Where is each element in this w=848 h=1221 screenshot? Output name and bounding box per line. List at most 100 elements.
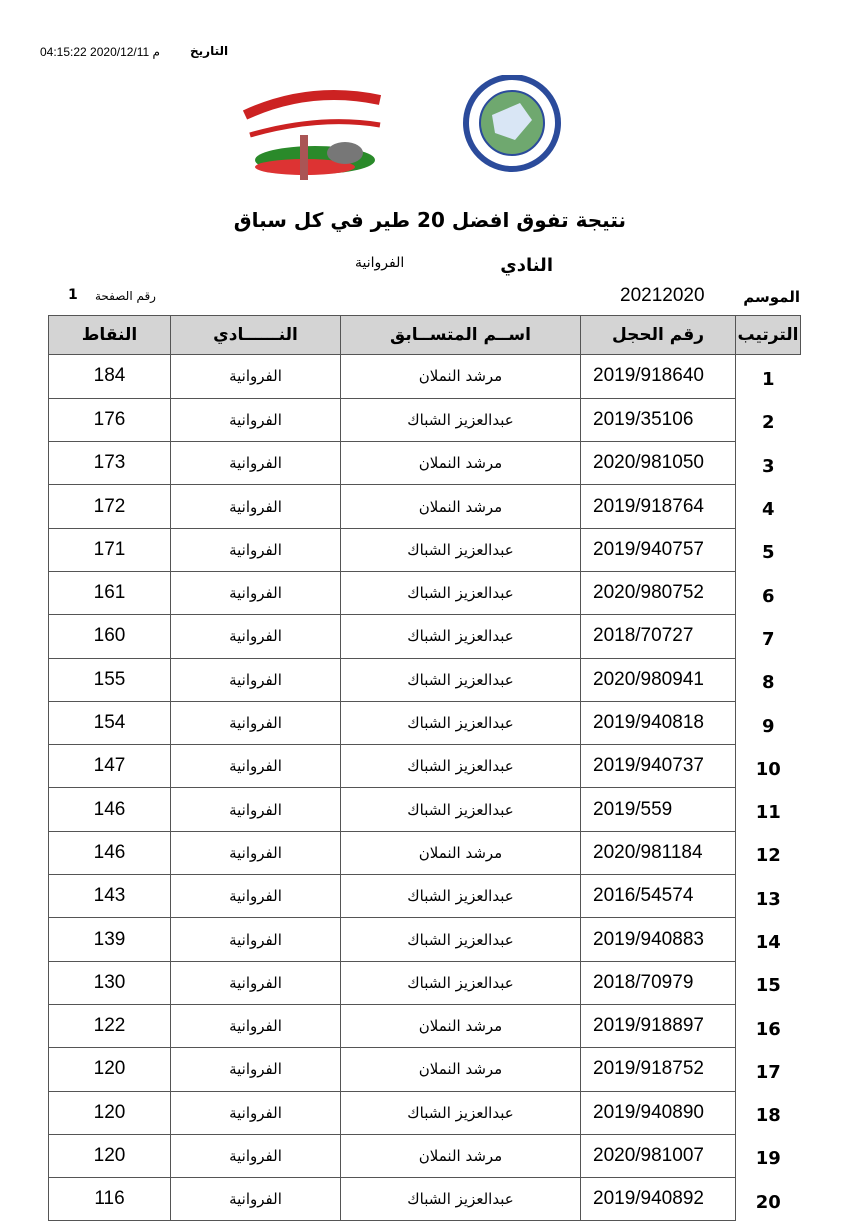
table-row: 18 2019/940890 عبدالعزيز الشباك الفروانية 12… <box>48 1090 801 1135</box>
club: الفروانية <box>170 787 341 832</box>
club: الفروانية <box>170 874 341 919</box>
club-logo <box>242 90 382 180</box>
club: الفروانية <box>170 354 341 399</box>
club-value: الفروانية <box>355 255 405 271</box>
table-row: 4 2019/918764 مرشد النملان الفروانية 172 <box>48 484 801 529</box>
date-label: التاريخ <box>190 44 229 58</box>
column-header: اســم المتســابق <box>340 315 581 355</box>
ring-number: 2019/940818 <box>580 700 736 746</box>
club: الفروانية <box>170 1090 341 1135</box>
competitor: عبدالعزيز الشباك <box>340 787 581 832</box>
header-row: الترتيب رقم الحجل اســم المتســابق النـــــ… <box>48 315 801 355</box>
rank: 14 <box>735 917 801 962</box>
table-row: 19 2020/981007 مرشد النملان الفروانية 120 <box>48 1133 801 1179</box>
column-header: الترتيب <box>735 315 801 355</box>
points: 139 <box>48 917 171 962</box>
points: 120 <box>48 1047 171 1092</box>
rank: 6 <box>735 571 801 615</box>
table-row: 5 2019/940757 عبدالعزيز الشباك الفروانية 171 <box>48 527 801 572</box>
competitor: عبدالعزيز الشباك <box>340 397 581 443</box>
club: الفروانية <box>170 1003 341 1049</box>
season-label: الموسم <box>743 288 800 306</box>
competitor: عبدالعزيز الشباك <box>340 1090 581 1135</box>
club: الفروانية <box>170 1133 341 1179</box>
points: 147 <box>48 744 171 789</box>
points: 146 <box>48 787 171 832</box>
rank: 17 <box>735 1047 801 1092</box>
date-value: 04:15:22 2020/12/11 م <box>40 45 160 59</box>
club-label: النادي <box>500 255 553 276</box>
column-header: النــــــادي <box>170 315 341 355</box>
table-row: 3 2020/981050 مرشد النملان الفروانية 173 <box>48 441 801 486</box>
club: الفروانية <box>170 917 341 962</box>
table-row: 17 2019/918752 مرشد النملان الفروانية 120 <box>48 1047 801 1092</box>
ring-number: 2019/35106 <box>580 397 736 443</box>
rank: 8 <box>735 658 801 702</box>
club: الفروانية <box>170 700 341 746</box>
competitor: عبدالعزيز الشباك <box>340 700 581 746</box>
rank: 13 <box>735 874 801 918</box>
points: 120 <box>48 1090 171 1135</box>
table-row: 1 2019/918640 مرشد النملان الفروانية 184 <box>48 354 801 399</box>
rank: 18 <box>735 1091 801 1135</box>
points: 161 <box>48 570 171 616</box>
rank: 1 <box>735 354 801 399</box>
competitor: عبدالعزيز الشباك <box>340 614 581 659</box>
points: 172 <box>48 484 171 529</box>
competitor: مرشد النملان <box>340 441 581 486</box>
table-row: 9 2019/940818 عبدالعزيز الشباك الفروانية 154 <box>48 700 801 746</box>
competitor: عبدالعزيز الشباك <box>340 917 581 962</box>
column-header: رقم الحجل <box>580 315 736 355</box>
club: الفروانية <box>170 744 341 789</box>
ring-number: 2019/918764 <box>580 484 736 529</box>
ring-number: 2018/70979 <box>580 960 736 1005</box>
ring-number: 2016/54574 <box>580 874 736 919</box>
ring-number: 2018/70727 <box>580 614 736 659</box>
competitor: مرشد النملان <box>340 484 581 529</box>
ring-number: 2020/980752 <box>580 570 736 616</box>
competitor: مرشد النملان <box>340 830 581 876</box>
competitor: عبدالعزيز الشباك <box>340 874 581 919</box>
points: 143 <box>48 874 171 919</box>
rank: 5 <box>735 528 801 572</box>
page-value: 1 <box>68 287 78 303</box>
competitor: عبدالعزيز الشباك <box>340 744 581 789</box>
table-row: 13 2016/54574 عبدالعزيز الشباك الفروانية 143 <box>48 874 801 919</box>
rank: 20 <box>735 1177 801 1221</box>
ring-number: 2020/981007 <box>580 1133 736 1179</box>
table-row: 20 2019/940892 عبدالعزيز الشباك الفروانية 11… <box>48 1177 801 1221</box>
points: 171 <box>48 527 171 572</box>
title: نتيجة تفوق افضل 20 طير في كل سباق <box>233 208 626 232</box>
ring-number: 2019/940757 <box>580 527 736 572</box>
competitor: مرشد النملان <box>340 1133 581 1179</box>
competitor: عبدالعزيز الشباك <box>340 527 581 572</box>
table-row: 14 2019/940883 عبدالعزيز الشباك الفروانية 13… <box>48 917 801 962</box>
federation-logo <box>463 75 561 172</box>
logos <box>242 75 561 180</box>
ring-number: 2019/940892 <box>580 1177 736 1221</box>
table-row: 12 2020/981184 مرشد النملان الفروانية 146 <box>48 830 801 876</box>
club: الفروانية <box>170 960 341 1005</box>
rank: 2 <box>735 398 801 442</box>
club: الفروانية <box>170 1047 341 1092</box>
table-row: 11 2019/559 عبدالعزيز الشباك الفروانية 146 <box>48 787 801 832</box>
rank: 16 <box>735 1004 801 1048</box>
club: الفروانية <box>170 570 341 616</box>
points: 155 <box>48 657 171 702</box>
rank: 3 <box>735 441 801 485</box>
points: 154 <box>48 700 171 746</box>
points: 160 <box>48 614 171 659</box>
club: الفروانية <box>170 441 341 486</box>
ring-number: 2019/918640 <box>580 354 736 399</box>
ring-number: 2020/981184 <box>580 830 736 876</box>
club: الفروانية <box>170 657 341 702</box>
table-row: 2 2019/35106 عبدالعزيز الشباك الفروانية 176 <box>48 397 801 443</box>
points: 120 <box>48 1133 171 1179</box>
points: 184 <box>48 354 171 399</box>
rank: 7 <box>735 614 801 659</box>
rank: 11 <box>735 787 801 832</box>
rank: 4 <box>735 484 801 529</box>
club: الفروانية <box>170 830 341 876</box>
club: الفروانية <box>170 484 341 529</box>
